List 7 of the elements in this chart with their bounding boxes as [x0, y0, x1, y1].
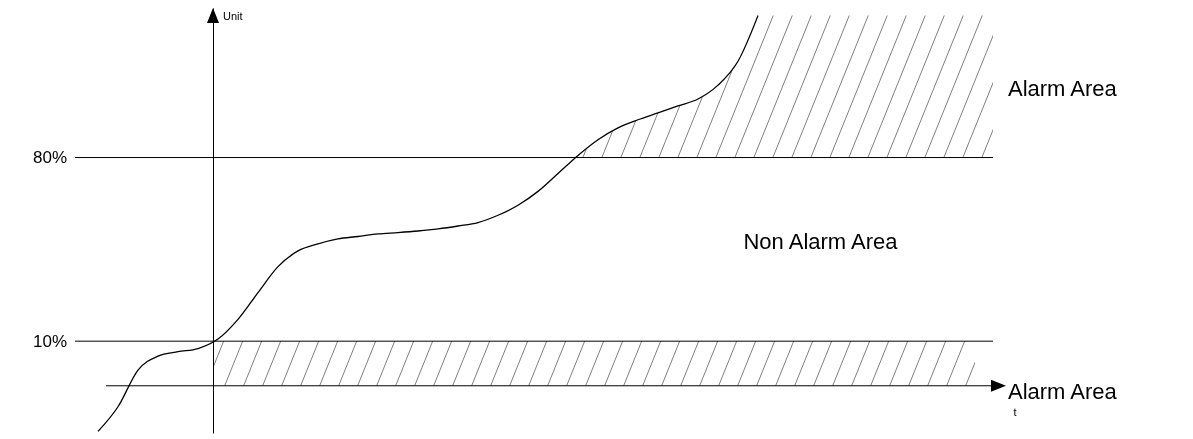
annotation: Non Alarm Area [743, 229, 899, 255]
y-tick-label: 10% [32, 332, 67, 352]
y-axis-title: Unit [223, 10, 243, 22]
band-label: Alarm Area [1008, 378, 1118, 404]
y-tick-label: 80% [32, 148, 67, 168]
text: t [1013, 405, 1017, 418]
band-label: Alarm Area [1008, 76, 1118, 101]
